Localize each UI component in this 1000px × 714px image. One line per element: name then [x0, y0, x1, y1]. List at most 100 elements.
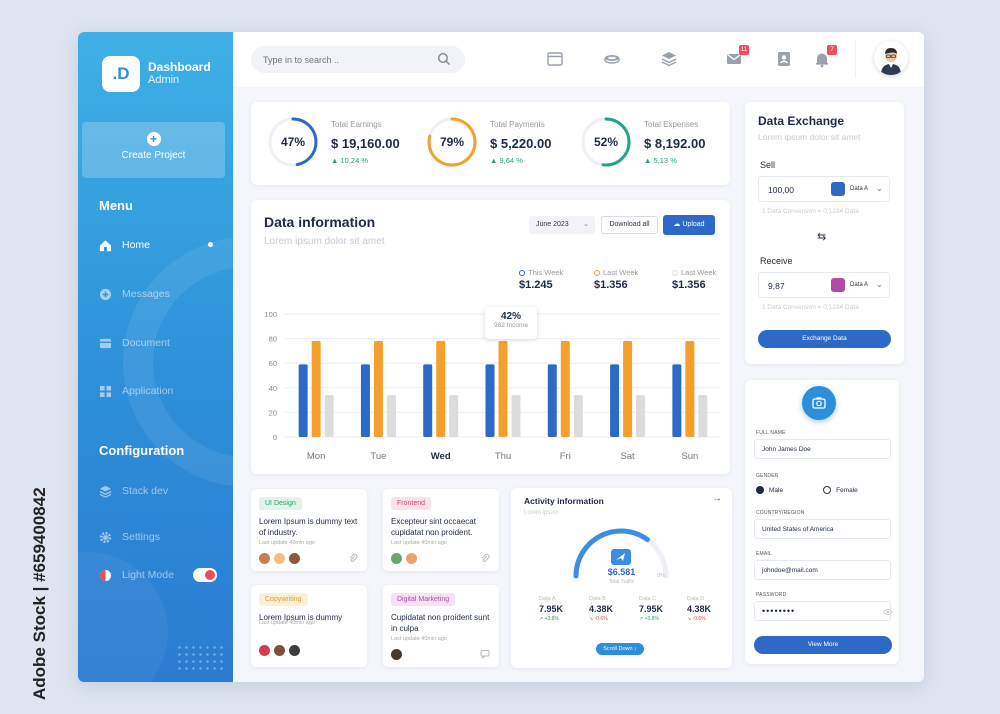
notifications-button[interactable]: 7 [813, 45, 837, 68]
toggle-knob [205, 570, 215, 580]
gauge-right-label: 0% [657, 573, 665, 579]
tooltip-label: 982 Income [494, 322, 528, 329]
task-update: Last update 40min ago [391, 636, 447, 642]
receive-input[interactable]: 9,87 Data A ⌄ [758, 272, 890, 298]
download-all-button[interactable]: Download all [601, 216, 658, 234]
task-card[interactable]: Frontend Excepteur sint occaecat cupidat… [383, 489, 499, 571]
task-update: Last update 40min ago [391, 540, 447, 546]
payments-label: Total Payments [490, 120, 545, 129]
exchange-data-button[interactable]: Exchange Data [758, 330, 891, 348]
app-logo[interactable]: .D [102, 56, 140, 92]
bell-icon [816, 53, 828, 68]
earnings-percent: 47% [280, 135, 306, 149]
sidebar-item-home[interactable]: Home [99, 236, 219, 254]
x-tick-label: Thu [495, 451, 511, 462]
search-icon[interactable] [437, 52, 451, 66]
mail-button[interactable]: 11 [725, 45, 749, 68]
activity-value: $6.581 [607, 567, 636, 577]
y-tick-label: 0 [273, 433, 277, 442]
y-tick-label: 60 [269, 359, 277, 368]
view-more-button[interactable]: View More [754, 636, 892, 654]
sidebar-item-document[interactable]: Document [99, 334, 219, 352]
stack-icon[interactable] [660, 50, 678, 68]
light-mode-toggle[interactable] [193, 568, 217, 582]
watermark: Adobe Stock | #659400842 [8, 470, 49, 700]
country-field[interactable]: United States of America [754, 519, 891, 539]
chart-bar [311, 341, 321, 437]
month-select[interactable]: June 2023 ⌄ [529, 216, 595, 234]
chat-icon[interactable] [480, 649, 490, 659]
sidebar-item-stack-dev[interactable]: Stack dev [99, 482, 219, 500]
email-field[interactable]: johndoe@mail.com [754, 560, 891, 580]
sidebar: .D Dashboard Admin + Create Project Menu… [78, 32, 233, 682]
paperclip-icon[interactable] [480, 553, 490, 563]
scroll-down-button[interactable]: Scroll Down ↓ [596, 643, 644, 655]
receive-label: Receive [760, 256, 793, 266]
stat-label: Data B [589, 596, 606, 602]
chart-bar [623, 341, 633, 437]
avatar [391, 649, 402, 660]
task-card[interactable]: Copywriting Lorem Ipsum is dummy Last up… [251, 585, 367, 667]
country-value: United States of America [762, 526, 834, 533]
menu-heading: Menu [99, 198, 133, 213]
home-icon [99, 239, 112, 251]
task-card[interactable]: Digital Marketing Cupidatat non proident… [383, 585, 499, 667]
activity-stat: Data C 7.95K ↗ +3.8% [639, 596, 679, 622]
database-icon[interactable] [603, 50, 621, 68]
sell-value: 100,00 [768, 185, 794, 195]
arrow-right-icon[interactable]: → [712, 493, 722, 504]
password-field[interactable]: •••••••• [754, 601, 893, 621]
sidebar-item-label: Document [122, 337, 170, 349]
legend-dot [594, 269, 600, 276]
gender-male-radio[interactable]: Male [756, 486, 783, 494]
create-project-label: Create Project [121, 150, 186, 161]
expenses-label: Total Expenses [644, 120, 699, 129]
task-tag: Copywriting [259, 593, 308, 606]
app-title: Dashboard [148, 60, 211, 74]
sidebar-item-messages[interactable]: Messages [99, 285, 219, 303]
payments-ring [427, 117, 477, 167]
notification-badge: 7 [827, 45, 837, 55]
user-avatar[interactable] [874, 41, 908, 75]
eye-icon[interactable] [883, 608, 893, 616]
chevron-down-icon: ⌄ [583, 221, 589, 228]
search-input[interactable] [251, 46, 465, 73]
bar-chart: 0 20 40 60 80 100 Mon Tue Wed Thu Fri Sat Sun [264, 310, 721, 462]
paperclip-icon[interactable] [348, 553, 358, 563]
chart-bar [698, 395, 708, 437]
upload-icon: ☁︎ [673, 221, 681, 228]
chart-bar [423, 364, 433, 437]
legend-label: Last Week [681, 268, 717, 277]
chart-bar [573, 395, 583, 437]
chevron-down-icon[interactable]: ⌄ [876, 184, 883, 193]
sidebar-item-application[interactable]: Application [99, 382, 219, 400]
layers-icon [99, 485, 112, 498]
chevron-down-icon[interactable]: ⌄ [876, 280, 883, 289]
upload-button[interactable]: ☁︎ Upload [663, 215, 715, 235]
upload-photo-button[interactable] [802, 386, 836, 420]
task-card[interactable]: UI Design Lorem Ipsum is dummy text of i… [251, 489, 367, 571]
stat-value: 4.38K [687, 604, 712, 614]
chart-tooltip: 42% 982 Income [485, 307, 537, 339]
swap-icon[interactable]: ⇆ [817, 231, 827, 243]
gender-female-radio[interactable]: Female [823, 486, 858, 494]
window-icon[interactable] [546, 50, 564, 68]
expenses-ring [581, 117, 631, 167]
sell-label: Sell [760, 160, 776, 170]
receive-coin: Data A [850, 282, 869, 288]
chart-bar [511, 395, 521, 437]
chart-bar [547, 364, 557, 437]
radio-checked-icon [756, 486, 764, 494]
avatar [406, 553, 417, 564]
create-project-button[interactable]: + Create Project [82, 122, 225, 178]
task-tag: Frontend [391, 497, 432, 510]
avatar [274, 553, 285, 564]
x-tick-label: Tue [370, 451, 386, 462]
task-update: Last update 40min ago [259, 540, 315, 546]
gender-label: GENDER [756, 473, 779, 479]
sell-input[interactable]: 100,00 Data A ⌄ [758, 176, 890, 202]
sidebar-item-settings[interactable]: Settings [99, 528, 219, 546]
full-name-field[interactable]: John James Doe [754, 439, 891, 459]
contact-icon[interactable] [775, 50, 793, 68]
chart-bar [498, 341, 508, 437]
